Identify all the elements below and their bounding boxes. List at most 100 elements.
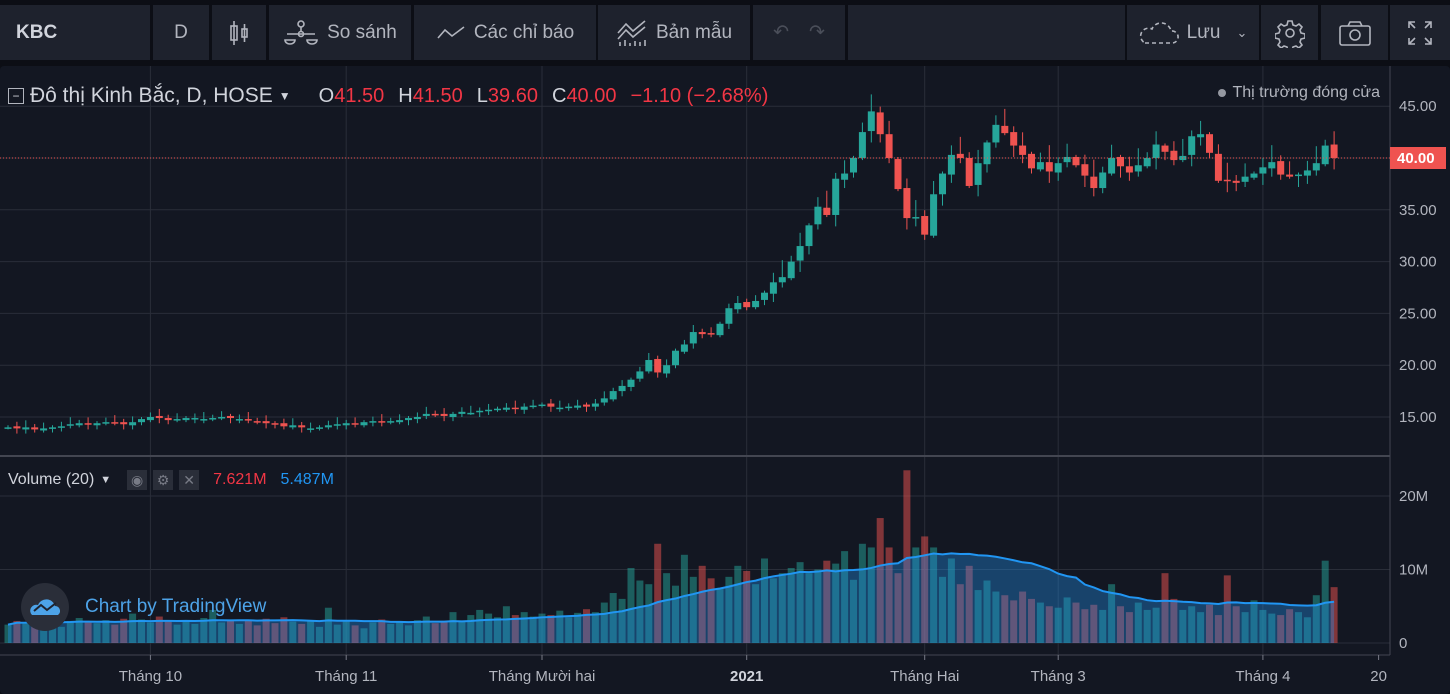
caret-down-icon[interactable]: ▼ — [100, 474, 112, 486]
volume-ma-value: 5.487M — [280, 471, 334, 488]
volume-bar — [476, 609, 484, 643]
candle-body — [298, 425, 306, 428]
candle-body — [387, 421, 395, 423]
screenshot-button[interactable] — [1321, 5, 1388, 60]
candle-body — [1241, 176, 1249, 182]
volume-bar — [1028, 598, 1035, 643]
volume-bar — [262, 618, 270, 643]
candle-body — [49, 427, 56, 429]
candle-body — [912, 217, 920, 219]
gear-icon[interactable]: ⚙ — [153, 470, 174, 490]
tradingview-watermark[interactable]: Chart by TradingView — [21, 583, 266, 631]
candle-body — [485, 409, 493, 412]
settings-button[interactable] — [1261, 5, 1318, 60]
candle-body — [689, 332, 697, 344]
volume-bar — [502, 606, 510, 643]
volume-bar — [965, 565, 973, 643]
templates-button[interactable]: Bản mẫu — [598, 5, 750, 60]
candle-body — [235, 419, 243, 421]
candle-body — [218, 417, 226, 419]
volume-bar — [324, 607, 332, 643]
volume-bar — [1197, 612, 1205, 643]
candle-body — [787, 261, 795, 279]
candle-body — [698, 332, 706, 335]
volume-bar — [235, 623, 243, 643]
volume-bar — [31, 619, 39, 643]
market-status-label: Thị trường đóng cửa — [1232, 84, 1380, 101]
candle-body — [1295, 174, 1302, 177]
candle-body — [1161, 145, 1169, 152]
volume-bar — [1312, 595, 1320, 643]
volume-bar — [903, 470, 911, 643]
candle-body — [262, 421, 270, 424]
symbol-title[interactable]: Đô thị Kinh Bắc, D, HOSE — [30, 84, 273, 107]
symbol-label: KBC — [16, 21, 58, 43]
candle-body — [449, 413, 457, 417]
chevron-down-icon[interactable]: ⌄ — [1236, 24, 1248, 40]
volume-bar — [57, 626, 65, 643]
candle-body — [66, 424, 74, 426]
candle-body — [182, 418, 190, 421]
volume-bar — [431, 623, 439, 643]
volume-bar — [209, 609, 217, 643]
candle-body — [1099, 172, 1107, 189]
volume-bar — [832, 563, 840, 643]
chart-type-button[interactable] — [212, 5, 266, 60]
candle-body — [778, 277, 786, 283]
volume-bar — [939, 576, 946, 643]
last-price-badge — [1390, 147, 1446, 169]
volume-bar — [956, 584, 964, 643]
price-tick-label: 45.00 — [1399, 98, 1437, 115]
close-icon[interactable]: ✕ — [179, 470, 200, 490]
candle-body — [405, 418, 412, 421]
price-tick-label: 25.00 — [1399, 305, 1437, 322]
save-button[interactable]: Lưu ⌄ — [1127, 5, 1259, 60]
redo-button[interactable]: ↷ — [809, 22, 825, 43]
symbol-button[interactable]: KBC — [0, 5, 150, 60]
volume-bar — [333, 624, 341, 643]
volume-bar — [146, 622, 154, 643]
volume-bar — [164, 620, 172, 643]
volume-bar — [138, 619, 145, 643]
eye-icon[interactable]: ◉ — [127, 470, 148, 490]
volume-ma-area — [8, 553, 1335, 643]
candle-body — [609, 391, 617, 400]
volume-title[interactable]: Volume (20) — [8, 471, 95, 488]
volume-bar — [1241, 612, 1249, 643]
caret-down-icon[interactable]: ▼ — [278, 89, 291, 103]
volume-bar — [1125, 612, 1133, 643]
volume-bar — [253, 625, 261, 643]
collapse-icon[interactable]: − — [8, 88, 24, 104]
volume-bar — [40, 623, 48, 643]
candle-body — [992, 124, 1000, 143]
candle-body — [654, 358, 662, 373]
volume-bar — [422, 616, 430, 643]
candle-body — [22, 427, 30, 430]
fullscreen-button[interactable] — [1390, 5, 1450, 60]
candle-body — [413, 417, 421, 420]
volume-bar — [66, 620, 74, 643]
volume-bar — [983, 580, 991, 643]
candle-body — [1028, 153, 1035, 169]
candle-body — [850, 158, 857, 173]
volume-tick-label: 10M — [1399, 562, 1428, 579]
volume-bar — [814, 569, 822, 643]
indicators-button[interactable]: Các chỉ báo — [414, 5, 596, 60]
candle-body — [645, 360, 653, 372]
candle-body — [1019, 145, 1027, 155]
compare-button[interactable]: So sánh — [269, 5, 411, 60]
volume-bar — [850, 579, 857, 643]
volume-bar — [1286, 609, 1294, 643]
candle-body — [280, 423, 288, 427]
candle-body — [707, 333, 715, 335]
toolbar-spacer — [848, 5, 1125, 60]
candle-body — [618, 385, 626, 392]
undo-button[interactable]: ↶ — [773, 22, 789, 43]
volume-legend: Volume (20) ▼ ◉ ⚙ ✕ 7.621M 5.487M — [8, 470, 334, 490]
chart-panel[interactable] — [0, 66, 1450, 694]
candle-body — [102, 422, 110, 424]
interval-button[interactable]: D — [153, 5, 209, 60]
candle-body — [511, 407, 519, 410]
volume-bar — [841, 551, 849, 643]
